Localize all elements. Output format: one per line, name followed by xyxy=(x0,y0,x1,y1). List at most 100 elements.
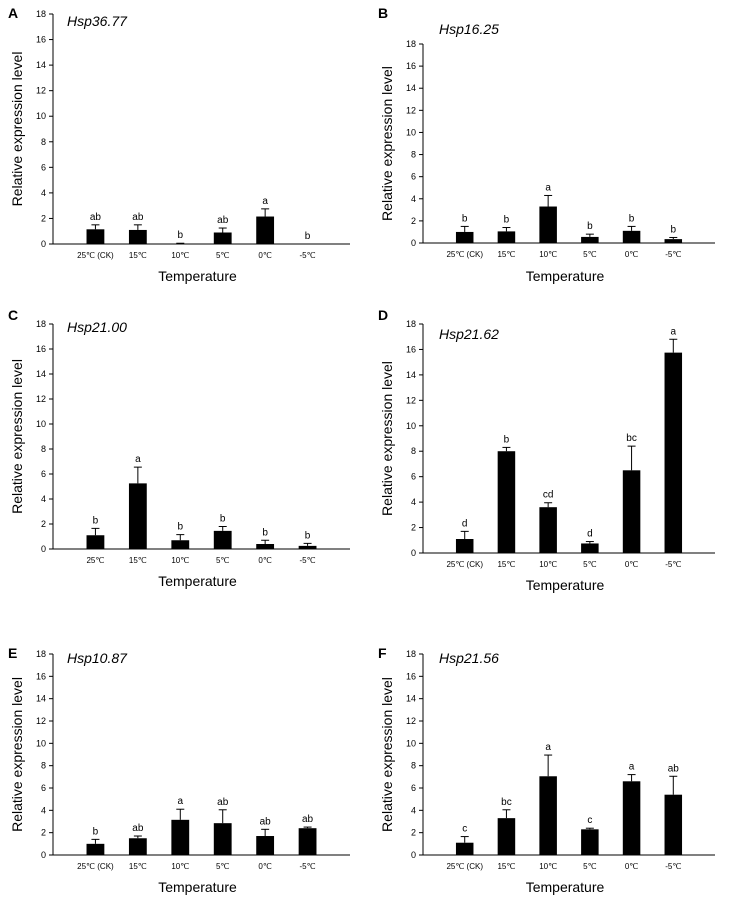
significance-label-c-2: b xyxy=(178,522,184,533)
panel-letter-e: E xyxy=(8,645,17,661)
category-label-d-4: 0℃ xyxy=(625,560,638,569)
bar-e-0 xyxy=(86,843,105,855)
bar-a-0 xyxy=(86,229,105,244)
y-tick-label-c-12: 12 xyxy=(36,394,46,404)
bar-a-1 xyxy=(128,229,147,244)
y-axis-label-a: Relative expression level xyxy=(9,52,25,207)
bar-f-3 xyxy=(581,829,599,855)
category-label-a-1: 15℃ xyxy=(129,251,147,260)
y-tick-label-e-2: 2 xyxy=(41,828,46,838)
significance-label-e-5: ab xyxy=(302,814,314,825)
y-tick-label-f-16: 16 xyxy=(406,671,416,681)
significance-label-d-5: a xyxy=(671,326,677,337)
category-label-a-4: 0℃ xyxy=(258,251,271,260)
y-tick-label-f-8: 8 xyxy=(411,761,416,771)
bar-f-4 xyxy=(622,781,641,855)
bar-a-4 xyxy=(256,216,275,244)
bar-b-0 xyxy=(455,231,474,243)
bar-b-4 xyxy=(622,230,641,243)
y-tick-label-a-4: 4 xyxy=(41,188,46,198)
significance-label-c-4: b xyxy=(262,527,268,538)
panel-letter-d: D xyxy=(378,307,388,323)
y-tick-label-c-18: 18 xyxy=(36,319,46,329)
bar-d-4 xyxy=(622,470,641,553)
y-axis-label-f: Relative expression level xyxy=(379,677,395,832)
y-axis-label-c: Relative expression level xyxy=(9,359,25,514)
significance-label-c-3: b xyxy=(220,514,226,525)
chart-title-f: Hsp21.56 xyxy=(439,650,499,666)
significance-label-f-2: a xyxy=(545,742,551,753)
y-tick-label-f-6: 6 xyxy=(411,783,416,793)
category-label-f-3: 5℃ xyxy=(583,862,596,871)
panel-letter-f: F xyxy=(378,645,387,661)
significance-label-f-4: a xyxy=(629,762,635,773)
y-tick-label-e-14: 14 xyxy=(36,694,46,704)
bar-b-2 xyxy=(539,206,557,243)
bar-e-5 xyxy=(298,828,317,855)
y-tick-label-c-0: 0 xyxy=(41,544,46,554)
y-tick-label-b-8: 8 xyxy=(411,150,416,160)
category-label-a-3: 5℃ xyxy=(216,251,229,260)
y-tick-label-b-12: 12 xyxy=(406,105,416,115)
category-label-e-1: 15℃ xyxy=(129,862,147,871)
bar-e-4 xyxy=(256,836,275,855)
panel-letter-a: A xyxy=(8,5,18,21)
significance-label-d-4: bc xyxy=(626,433,637,444)
category-label-a-5: -5℃ xyxy=(300,251,316,260)
y-tick-label-f-4: 4 xyxy=(411,805,416,815)
y-tick-label-d-10: 10 xyxy=(406,421,416,431)
y-tick-label-b-6: 6 xyxy=(411,172,416,182)
panel-letter-c: C xyxy=(8,307,18,323)
panel-letter-b: B xyxy=(378,5,388,21)
y-axis-label-d: Relative expression level xyxy=(379,361,395,516)
x-axis-label-a: Temperature xyxy=(158,268,237,284)
y-tick-label-a-10: 10 xyxy=(36,111,46,121)
y-tick-label-d-6: 6 xyxy=(411,472,416,482)
category-label-c-4: 0℃ xyxy=(258,556,271,565)
y-tick-label-d-16: 16 xyxy=(406,344,416,354)
x-axis-label-b: Temperature xyxy=(526,268,605,284)
bar-d-2 xyxy=(539,507,557,553)
bar-d-3 xyxy=(581,543,599,553)
bar-f-1 xyxy=(497,818,516,855)
y-tick-label-a-8: 8 xyxy=(41,137,46,147)
significance-label-d-0: d xyxy=(462,518,468,529)
y-tick-label-b-0: 0 xyxy=(411,238,416,248)
y-tick-label-c-10: 10 xyxy=(36,419,46,429)
bar-d-5 xyxy=(664,352,683,553)
y-tick-label-d-0: 0 xyxy=(411,548,416,558)
category-label-f-5: -5℃ xyxy=(665,862,681,871)
bar-b-1 xyxy=(497,231,516,243)
y-tick-label-b-18: 18 xyxy=(406,39,416,49)
category-label-e-5: -5℃ xyxy=(300,862,316,871)
y-tick-label-e-18: 18 xyxy=(36,649,46,659)
bar-e-1 xyxy=(128,838,147,855)
category-label-a-0: 25℃ (CK) xyxy=(77,251,114,260)
y-tick-label-a-18: 18 xyxy=(36,9,46,19)
chart-title-b: Hsp16.25 xyxy=(439,21,499,37)
y-tick-label-a-12: 12 xyxy=(36,86,46,96)
y-tick-label-d-2: 2 xyxy=(411,523,416,533)
significance-label-f-0: c xyxy=(462,824,467,835)
y-tick-label-d-14: 14 xyxy=(406,370,416,380)
significance-label-a-1: ab xyxy=(132,212,144,223)
category-label-e-3: 5℃ xyxy=(216,862,229,871)
y-tick-label-d-12: 12 xyxy=(406,395,416,405)
significance-label-c-1: a xyxy=(135,454,141,465)
significance-label-b-2: a xyxy=(545,182,551,193)
y-tick-label-f-0: 0 xyxy=(411,850,416,860)
bar-c-1 xyxy=(128,483,147,549)
y-tick-label-c-16: 16 xyxy=(36,344,46,354)
significance-label-e-3: ab xyxy=(217,797,229,808)
significance-label-b-1: b xyxy=(504,215,510,226)
y-tick-label-f-10: 10 xyxy=(406,738,416,748)
y-axis-label-b: Relative expression level xyxy=(379,66,395,221)
chart-title-c: Hsp21.00 xyxy=(67,319,127,335)
y-tick-label-c-6: 6 xyxy=(41,469,46,479)
bar-f-2 xyxy=(539,776,557,855)
significance-label-a-4: a xyxy=(262,196,268,207)
y-tick-label-f-12: 12 xyxy=(406,716,416,726)
significance-label-d-1: b xyxy=(504,434,510,445)
category-label-f-2: 10℃ xyxy=(539,862,557,871)
